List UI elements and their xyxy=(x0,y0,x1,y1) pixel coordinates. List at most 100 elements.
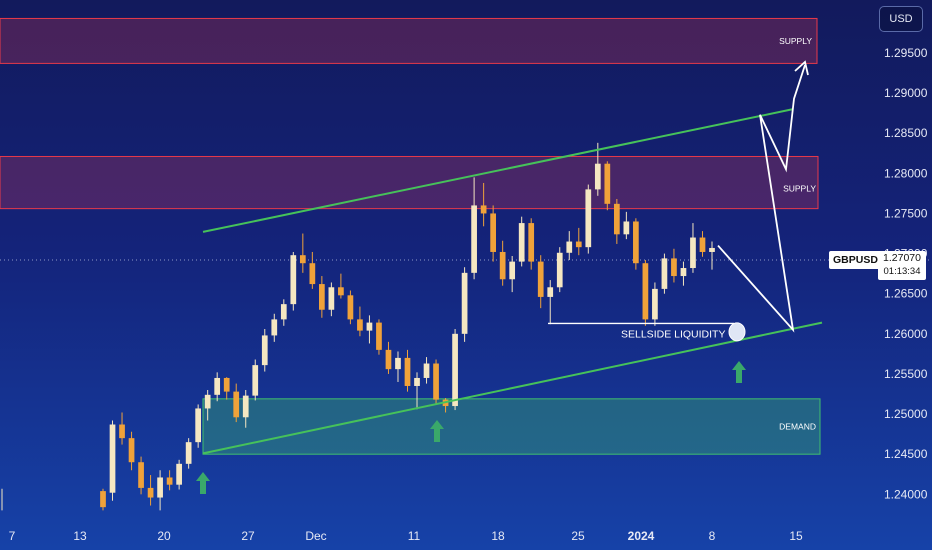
candle xyxy=(680,261,687,286)
candle-body xyxy=(299,255,306,264)
bar-countdown: 01:13:34 xyxy=(883,266,921,277)
candle-body xyxy=(166,477,173,485)
candle-body xyxy=(566,241,573,253)
buy-arrow-shape xyxy=(732,361,746,383)
candle-body xyxy=(195,408,202,443)
candle xyxy=(499,240,506,286)
candle-body xyxy=(128,438,135,463)
y-tick-label: 1.25500 xyxy=(884,367,928,381)
candle xyxy=(623,211,630,240)
trendline-channel-upper[interactable] xyxy=(202,108,794,233)
candle xyxy=(347,290,354,325)
demand-zone xyxy=(202,398,821,455)
candle-body xyxy=(138,462,144,488)
projection-path[interactable] xyxy=(717,64,806,333)
candle-body xyxy=(613,203,620,235)
candle-layer xyxy=(1,142,715,511)
candle-body xyxy=(385,349,392,370)
candle xyxy=(452,329,458,411)
candle-body xyxy=(290,255,297,305)
candle xyxy=(699,231,706,257)
y-tick-label: 1.26000 xyxy=(884,327,928,341)
candle xyxy=(290,251,297,311)
currency-label: USD xyxy=(889,13,913,25)
x-tick-label: 13 xyxy=(73,529,87,543)
currency-button[interactable]: USD xyxy=(879,6,923,32)
candle xyxy=(480,182,487,227)
candle-body xyxy=(328,287,335,310)
candle xyxy=(528,218,535,270)
candle xyxy=(404,349,411,392)
y-tick-label: 1.29000 xyxy=(884,86,928,100)
supply-zone xyxy=(0,17,818,64)
candle-body xyxy=(690,237,696,269)
candle xyxy=(414,372,420,410)
candle-body xyxy=(509,261,516,280)
candle xyxy=(299,233,306,273)
candle-body xyxy=(652,288,658,320)
candle-body xyxy=(147,487,154,498)
candle xyxy=(233,383,240,423)
y-tick-label: 1.26500 xyxy=(884,287,928,301)
candle xyxy=(128,431,135,471)
candle xyxy=(176,459,182,490)
candle-body xyxy=(537,261,544,297)
candle-body xyxy=(671,258,677,277)
y-tick-label: 1.28500 xyxy=(884,126,928,140)
candle-body xyxy=(499,251,506,280)
candle xyxy=(214,372,221,402)
candle-body xyxy=(661,258,668,289)
candle-body xyxy=(461,272,468,334)
candle xyxy=(252,359,259,401)
candle xyxy=(661,253,668,294)
buy-arrow-icon xyxy=(732,361,746,383)
candle-body xyxy=(633,221,639,264)
candle-body xyxy=(233,391,240,418)
projection-arrowhead xyxy=(794,60,809,76)
y-tick-label: 1.29500 xyxy=(884,46,928,60)
candle xyxy=(204,390,211,421)
candle-body xyxy=(518,223,525,262)
candle-body xyxy=(709,247,715,252)
candle-body xyxy=(556,252,563,288)
zone-label: DEMAND xyxy=(779,422,816,432)
candle-body xyxy=(109,424,116,493)
candle xyxy=(433,359,439,405)
candle-body xyxy=(604,163,611,204)
trendline-channel-lower[interactable] xyxy=(202,321,823,455)
buy-arrow-shape xyxy=(196,472,210,494)
candle-body xyxy=(242,395,249,418)
candle-body xyxy=(309,263,316,285)
candle-body xyxy=(185,442,192,464)
candle-body xyxy=(395,357,401,370)
candle xyxy=(366,315,373,344)
candle-body xyxy=(490,213,496,252)
candle-body xyxy=(252,365,259,396)
candle xyxy=(395,351,401,382)
zone-label: SUPPLY xyxy=(779,36,812,46)
candle-body xyxy=(575,241,582,248)
candle-body xyxy=(319,284,325,310)
candle-body xyxy=(204,394,211,409)
axis-layer: 1.29500 1.29000 1.28500 1.28000 1.27500 1.270… xyxy=(9,46,928,543)
candle-body xyxy=(594,163,601,190)
candle xyxy=(613,199,620,244)
candle xyxy=(423,357,430,384)
zone-label: SUPPLY xyxy=(783,184,816,194)
x-tick-label: Dec xyxy=(305,529,326,543)
candle xyxy=(242,390,249,428)
candle-body xyxy=(271,319,278,336)
candle xyxy=(261,329,268,372)
x-tick-label: 8 xyxy=(709,529,716,543)
candle-body xyxy=(366,322,373,331)
candle xyxy=(594,142,601,196)
drawing-layer[interactable]: SELLSIDE LIQUIDITY xyxy=(196,60,823,494)
candle-body xyxy=(423,363,430,378)
candle-body xyxy=(680,268,687,277)
candle-body xyxy=(376,322,382,350)
candle xyxy=(642,260,649,326)
liquidity-sweep-marker[interactable] xyxy=(728,322,746,342)
candle-body xyxy=(452,333,458,407)
